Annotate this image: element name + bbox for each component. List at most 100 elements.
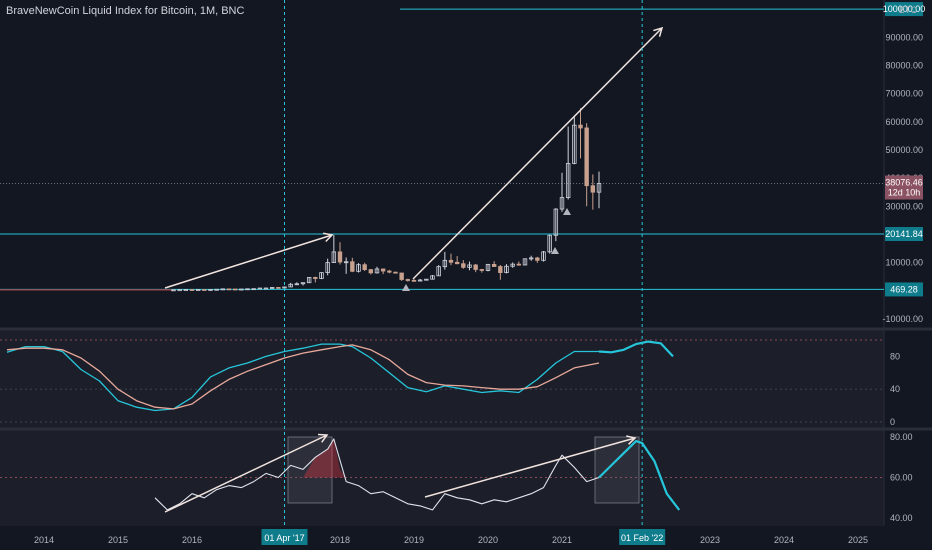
y-tick-label: 0	[890, 417, 895, 427]
candle-body	[535, 257, 540, 261]
candle-body	[337, 251, 343, 263]
candle-body	[491, 264, 497, 267]
candle-body	[467, 264, 472, 268]
candle-body	[565, 163, 571, 198]
candle-body	[516, 263, 522, 266]
chart-title: BraveNewCoin Liquid Index for Bitcoin, 1…	[6, 5, 245, 17]
last-price-tag	[885, 175, 923, 200]
candle-body	[171, 289, 176, 292]
candle-body	[288, 283, 293, 288]
candle-body	[331, 251, 337, 263]
candle-body	[356, 264, 361, 272]
candle-body	[319, 272, 324, 279]
candle-body	[436, 266, 441, 277]
x-tick-label: 2023	[700, 535, 720, 545]
osc-trend-arrow-1	[164, 434, 328, 513]
candle-body	[245, 288, 250, 291]
candle-body	[368, 269, 374, 274]
date-marker-label: 01 Feb '22	[621, 533, 663, 543]
candle-body	[498, 266, 503, 273]
candle-body	[405, 279, 411, 281]
level-tag-label: 100000.00	[883, 4, 926, 14]
candle-body	[504, 265, 509, 273]
candle-body	[442, 259, 448, 268]
candle-body	[553, 208, 559, 236]
candle-body	[522, 258, 528, 266]
price-pane	[0, 0, 884, 326]
time-axis	[0, 527, 932, 550]
candle-body	[387, 270, 392, 273]
y-tick-label: 50000.00	[885, 145, 923, 155]
candle-body	[374, 268, 380, 274]
highlight-box-2022	[594, 436, 640, 504]
candle-body	[362, 264, 367, 271]
candle-body	[226, 288, 232, 291]
y-tick-label: 80000.00	[885, 60, 923, 70]
candle-body	[510, 263, 515, 267]
candle-body	[541, 251, 546, 261]
series-line-slow	[6, 344, 600, 410]
y-tick-label: 70000.00	[885, 89, 923, 99]
candle-body	[559, 197, 565, 210]
candle-body	[473, 264, 478, 270]
candle-body	[220, 288, 226, 291]
candle-body	[547, 234, 552, 253]
candle-body	[208, 289, 213, 291]
series-line-fast	[6, 343, 599, 412]
level-tag-label: 469.28	[890, 284, 918, 294]
candle-body	[202, 289, 207, 291]
date-marker-label: 01 Apr '17	[264, 533, 304, 543]
candle-body	[257, 287, 263, 290]
osc-trend-arrow-2-head	[626, 435, 637, 445]
level-tag	[885, 227, 923, 242]
candle-body	[448, 259, 454, 263]
candle-body	[232, 288, 238, 291]
candle-body	[411, 279, 417, 282]
osc-trend-arrow-2	[424, 437, 636, 498]
x-tick-label: 2016	[182, 535, 202, 545]
candle-body	[572, 124, 577, 164]
y-tick-label: 30000.00	[885, 201, 923, 211]
x-tick-label: 2024	[774, 535, 794, 545]
y-tick-label: -10000.00	[882, 314, 923, 324]
x-tick-label: 2021	[552, 535, 572, 545]
x-tick-label: 2014	[34, 535, 54, 545]
signal-marker	[551, 247, 559, 254]
candle-body	[276, 286, 281, 289]
candle-body	[251, 288, 256, 291]
candle-body	[430, 275, 435, 280]
trend-arrow-2017	[164, 234, 333, 289]
candle-body	[590, 185, 596, 193]
candle-body	[282, 286, 287, 289]
x-tick-label: 2019	[404, 535, 424, 545]
y-tick-label: 80.00	[890, 432, 913, 442]
highlight-box-2017	[287, 436, 333, 504]
candle-body	[485, 264, 491, 271]
x-tick-label: 2020	[478, 535, 498, 545]
overbought-fill	[303, 439, 347, 478]
candle-body	[424, 278, 429, 281]
y-tick-label: 60.00	[890, 473, 913, 483]
candle-body	[454, 261, 460, 265]
candle-body	[350, 261, 355, 272]
date-marker-tag	[261, 529, 308, 545]
trend-arrow-2022	[412, 27, 663, 280]
signal-marker	[402, 284, 410, 291]
signal-marker	[563, 208, 571, 215]
candle-body	[584, 127, 589, 187]
x-tick-label: 2025	[848, 535, 868, 545]
candle-body	[325, 262, 330, 273]
candle-body	[239, 288, 244, 291]
candle-body	[189, 289, 195, 291]
candle-body	[214, 288, 219, 291]
candle-body	[300, 282, 306, 285]
y-tick-label: 10000.00	[885, 258, 923, 268]
candle-body	[461, 263, 466, 268]
trend-arrow-2022-head	[653, 26, 664, 37]
candle-body	[269, 286, 275, 289]
y-tick-label: 40.00	[890, 513, 913, 523]
candle-body	[596, 183, 602, 193]
countdown-label: 12d 10h	[888, 188, 921, 198]
candle-body	[479, 269, 485, 271]
